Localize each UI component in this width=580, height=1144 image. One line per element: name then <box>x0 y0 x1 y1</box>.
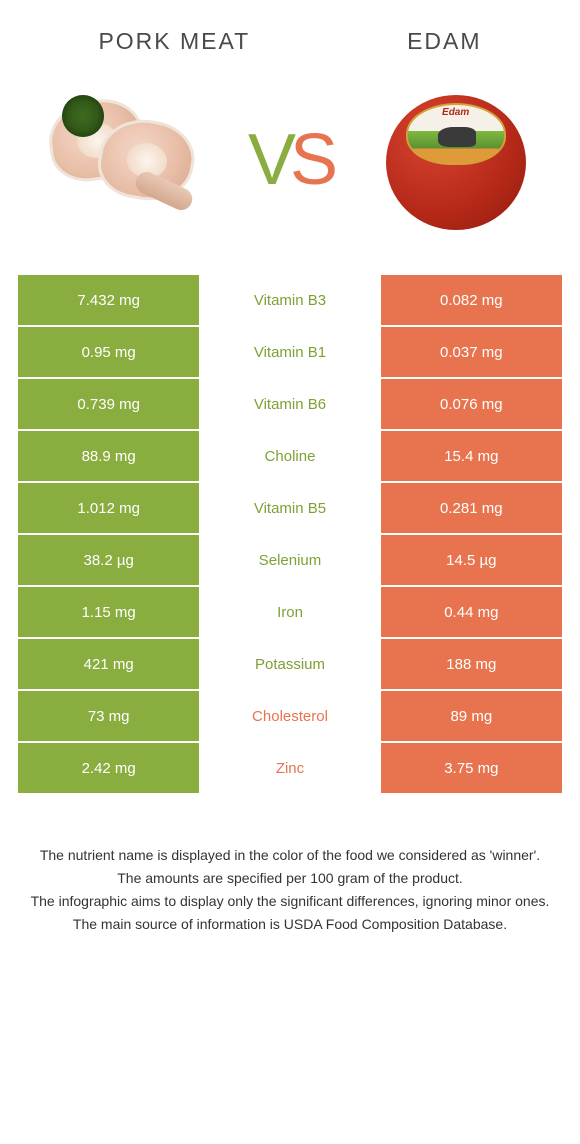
right-value: 15.4 mg <box>381 431 562 481</box>
left-value: 2.42 mg <box>18 743 199 793</box>
footer-line-1: The nutrient name is displayed in the co… <box>30 845 550 866</box>
header: Pork meat Edam <box>0 0 580 65</box>
footer-line-3: The infographic aims to display only the… <box>30 891 550 912</box>
right-value: 89 mg <box>381 691 562 741</box>
left-value: 88.9 mg <box>18 431 199 481</box>
edam-label-text: Edam <box>408 107 504 118</box>
comparison-table: 7.432 mgVitamin B30.082 mg0.95 mgVitamin… <box>0 275 580 793</box>
right-value: 14.5 µg <box>381 535 562 585</box>
left-value: 1.012 mg <box>18 483 199 533</box>
nutrient-name: Selenium <box>199 535 380 585</box>
left-value: 73 mg <box>18 691 199 741</box>
images-row: VS Edam <box>0 65 580 275</box>
edam-image: Edam <box>371 75 541 245</box>
vs-v: V <box>248 120 290 200</box>
left-value: 7.432 mg <box>18 275 199 325</box>
footer-line-2: The amounts are specified per 100 gram o… <box>30 868 550 889</box>
nutrient-name: Zinc <box>199 743 380 793</box>
right-food-title: Edam <box>407 28 481 55</box>
left-value: 0.739 mg <box>18 379 199 429</box>
table-row: 0.95 mgVitamin B10.037 mg <box>18 327 562 377</box>
table-row: 1.012 mgVitamin B50.281 mg <box>18 483 562 533</box>
vs-s: S <box>290 120 332 200</box>
right-value: 0.076 mg <box>381 379 562 429</box>
left-value: 421 mg <box>18 639 199 689</box>
vs-label: VS <box>248 119 332 201</box>
table-row: 88.9 mgCholine15.4 mg <box>18 431 562 481</box>
left-value: 38.2 µg <box>18 535 199 585</box>
nutrient-name: Vitamin B6 <box>199 379 380 429</box>
nutrient-name: Vitamin B3 <box>199 275 380 325</box>
nutrient-name: Choline <box>199 431 380 481</box>
left-food-title: Pork meat <box>98 28 250 55</box>
footer-notes: The nutrient name is displayed in the co… <box>0 795 580 957</box>
table-row: 1.15 mgIron0.44 mg <box>18 587 562 637</box>
nutrient-name: Iron <box>199 587 380 637</box>
nutrient-name: Vitamin B5 <box>199 483 380 533</box>
right-value: 0.281 mg <box>381 483 562 533</box>
nutrient-name: Potassium <box>199 639 380 689</box>
right-value: 188 mg <box>381 639 562 689</box>
left-value: 0.95 mg <box>18 327 199 377</box>
right-value: 0.44 mg <box>381 587 562 637</box>
right-value: 0.082 mg <box>381 275 562 325</box>
table-row: 421 mgPotassium188 mg <box>18 639 562 689</box>
table-row: 73 mgCholesterol89 mg <box>18 691 562 741</box>
footer-line-4: The main source of information is USDA F… <box>30 914 550 935</box>
right-value: 0.037 mg <box>381 327 562 377</box>
pork-image <box>39 75 209 245</box>
nutrient-name: Vitamin B1 <box>199 327 380 377</box>
table-row: 2.42 mgZinc3.75 mg <box>18 743 562 793</box>
table-row: 0.739 mgVitamin B60.076 mg <box>18 379 562 429</box>
table-row: 7.432 mgVitamin B30.082 mg <box>18 275 562 325</box>
table-row: 38.2 µgSelenium14.5 µg <box>18 535 562 585</box>
left-value: 1.15 mg <box>18 587 199 637</box>
right-value: 3.75 mg <box>381 743 562 793</box>
nutrient-name: Cholesterol <box>199 691 380 741</box>
